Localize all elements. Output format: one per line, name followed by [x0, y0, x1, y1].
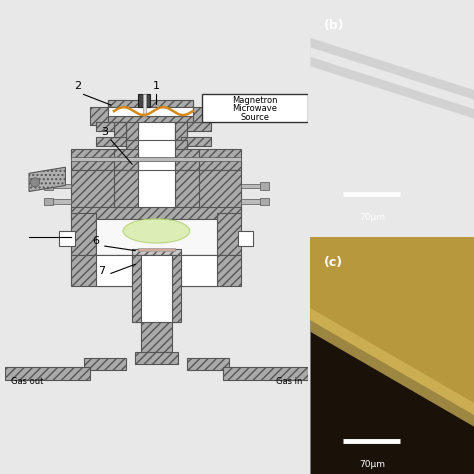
Bar [50, 199, 72, 204]
Bar [135, 285, 178, 322]
Bar [72, 213, 96, 255]
Bar [141, 322, 172, 352]
Text: 3: 3 [101, 127, 109, 137]
Text: Gas in: Gas in [276, 377, 302, 386]
Circle shape [30, 178, 40, 187]
Bar [138, 94, 150, 107]
Text: Microwave: Microwave [233, 104, 277, 113]
Bar [238, 231, 254, 246]
Polygon shape [29, 167, 65, 191]
Text: Magnetron: Magnetron [232, 96, 278, 105]
Bar [44, 182, 53, 190]
Bar [135, 255, 178, 267]
Bar [174, 122, 187, 140]
Text: (c): (c) [324, 256, 343, 269]
Bar [72, 207, 241, 219]
Bar [260, 182, 269, 190]
Bar [187, 170, 241, 213]
Text: Source: Source [240, 113, 270, 122]
Bar [126, 140, 138, 201]
Polygon shape [310, 320, 474, 474]
Polygon shape [310, 237, 474, 415]
Polygon shape [310, 38, 474, 118]
Bar [72, 156, 241, 161]
Bar [108, 116, 193, 122]
Bar [143, 94, 146, 116]
Bar [83, 358, 126, 371]
Text: 6: 6 [92, 236, 99, 246]
Bar [138, 247, 174, 251]
Bar [108, 100, 126, 122]
Bar [96, 122, 126, 131]
Bar [96, 255, 132, 285]
Bar [114, 122, 126, 140]
Bar [72, 170, 126, 213]
Bar [241, 184, 263, 189]
Bar [187, 358, 229, 371]
Ellipse shape [123, 219, 190, 243]
Bar [260, 198, 269, 205]
Bar [132, 249, 181, 255]
Bar [114, 149, 138, 170]
Bar [5, 367, 90, 380]
Text: (b): (b) [324, 19, 344, 32]
Bar [217, 213, 241, 255]
Text: 70μm: 70μm [359, 460, 385, 469]
Bar [172, 255, 181, 322]
Bar [132, 255, 141, 322]
Bar [90, 107, 108, 125]
Bar [59, 231, 74, 246]
Bar [72, 149, 126, 170]
Bar [181, 255, 217, 285]
Bar [181, 122, 211, 131]
Bar [138, 140, 174, 201]
Bar [174, 100, 193, 122]
Bar [126, 107, 138, 182]
Bar [202, 94, 308, 122]
Bar [223, 367, 308, 380]
Bar [108, 100, 193, 107]
Bar [96, 219, 217, 255]
Bar [114, 170, 138, 213]
Bar [241, 199, 263, 204]
Bar [108, 107, 193, 116]
Polygon shape [310, 308, 474, 427]
Bar [174, 107, 187, 182]
Bar [181, 255, 241, 285]
Text: 7: 7 [98, 266, 105, 276]
Polygon shape [310, 47, 474, 109]
Bar [96, 137, 126, 146]
Bar [44, 198, 53, 205]
Text: 70μm: 70μm [359, 213, 385, 222]
Text: 2: 2 [74, 82, 81, 91]
Bar [187, 149, 241, 170]
Bar [174, 140, 187, 201]
Bar [138, 107, 174, 182]
Bar [129, 267, 184, 285]
Text: Gas out: Gas out [11, 377, 43, 386]
Bar [72, 255, 132, 285]
Bar [181, 137, 211, 146]
Bar [174, 170, 199, 213]
Bar [174, 149, 199, 170]
Bar [135, 352, 178, 365]
Text: 1: 1 [153, 82, 160, 91]
Bar [50, 184, 72, 189]
Bar [141, 255, 172, 322]
Bar [193, 107, 211, 125]
Bar [138, 170, 174, 213]
